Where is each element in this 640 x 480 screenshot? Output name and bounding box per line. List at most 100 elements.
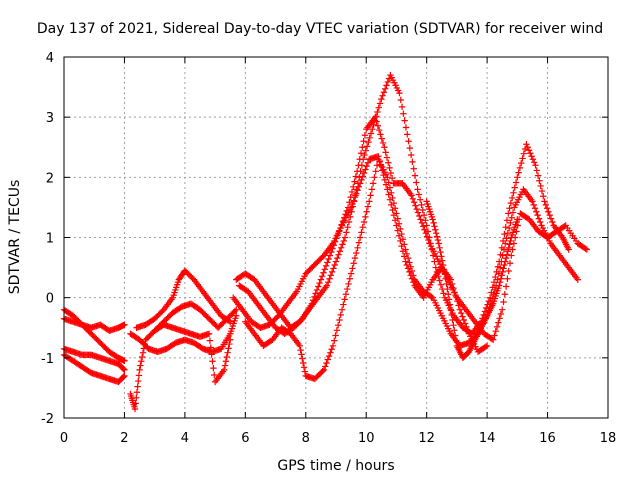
data-point [420,211,428,219]
data-point [507,199,515,207]
data-point [341,296,348,303]
data-point [299,359,307,367]
data-point [367,192,374,199]
data-point [549,218,556,226]
data-point [489,336,497,343]
data-point [450,285,457,292]
data-point [445,291,452,298]
data-point [139,349,147,356]
data-point [388,201,395,209]
data-point [121,357,128,365]
data-point [533,167,540,174]
data-point [369,126,376,133]
data-point [340,301,347,308]
data-point [347,270,355,277]
data-point [488,335,496,343]
data-point [363,143,371,150]
data-point [530,201,537,209]
y-tick-label: 0 [46,292,54,307]
data-point [537,182,544,190]
data-point [406,144,414,152]
data-point [451,332,459,339]
data-point [416,196,424,203]
data-point [359,223,366,231]
series-track-10 [242,156,581,383]
data-point [452,293,460,301]
x-tick-label: 0 [60,431,68,446]
data-point [460,316,467,324]
data-point [365,138,372,146]
data-point [298,351,305,358]
data-point [510,240,518,247]
data-point [359,144,366,151]
data-point [358,229,365,236]
data-point [502,254,510,262]
series-track-3 [60,345,128,374]
data-point [501,261,508,269]
data-point [496,282,503,289]
data-point [527,150,534,157]
data-point [355,239,363,246]
data-point [351,254,359,262]
x-tick-label: 10 [358,431,375,446]
data-point [395,232,403,239]
data-point [373,118,380,125]
series-track-1 [60,315,128,334]
data-point [309,297,317,304]
data-point [402,258,409,265]
data-point [525,147,533,154]
data-point [516,164,524,172]
data-point [138,358,145,365]
data-point [375,126,383,134]
data-point [376,157,383,165]
data-point [353,249,360,257]
data-point [397,96,404,104]
data-point [120,365,127,373]
data-point [384,78,392,86]
data-point [436,244,443,252]
data-point [404,254,412,262]
data-point [337,311,344,319]
data-point [131,405,139,413]
data-point [364,203,372,210]
data-point [436,277,443,284]
data-point [206,337,214,344]
data-point [547,215,555,222]
data-point [445,296,453,303]
data-point [301,368,309,375]
data-point [397,237,404,245]
data-point [356,180,364,187]
data-point [422,230,430,237]
data-point [533,208,540,215]
data-point [483,304,490,312]
data-point [347,204,355,211]
chart-title: Day 137 of 2021, Sidereal Day-to-day VTE… [37,21,603,37]
data-point [311,293,318,301]
data-point [362,147,369,154]
data-point [451,289,458,296]
data-point [545,208,552,215]
data-point [508,194,516,202]
data-point [504,275,511,282]
data-point [502,283,510,290]
series-track-12 [230,153,491,356]
data-point [383,82,390,89]
data-point [402,124,410,131]
data-point [483,342,491,349]
data-point [503,217,511,224]
data-point [387,169,395,177]
data-point [546,211,553,219]
data-point [135,372,143,379]
data-point [524,144,531,151]
data-point [357,150,365,157]
data-point [335,251,342,258]
data-point [501,291,509,298]
data-point [367,130,375,137]
data-point [490,278,498,286]
y-tick-label: 3 [46,111,54,126]
data-point [441,270,448,277]
data-point [432,226,439,233]
series-track-2 [60,306,128,365]
data-point [505,267,512,275]
data-point [334,254,341,262]
